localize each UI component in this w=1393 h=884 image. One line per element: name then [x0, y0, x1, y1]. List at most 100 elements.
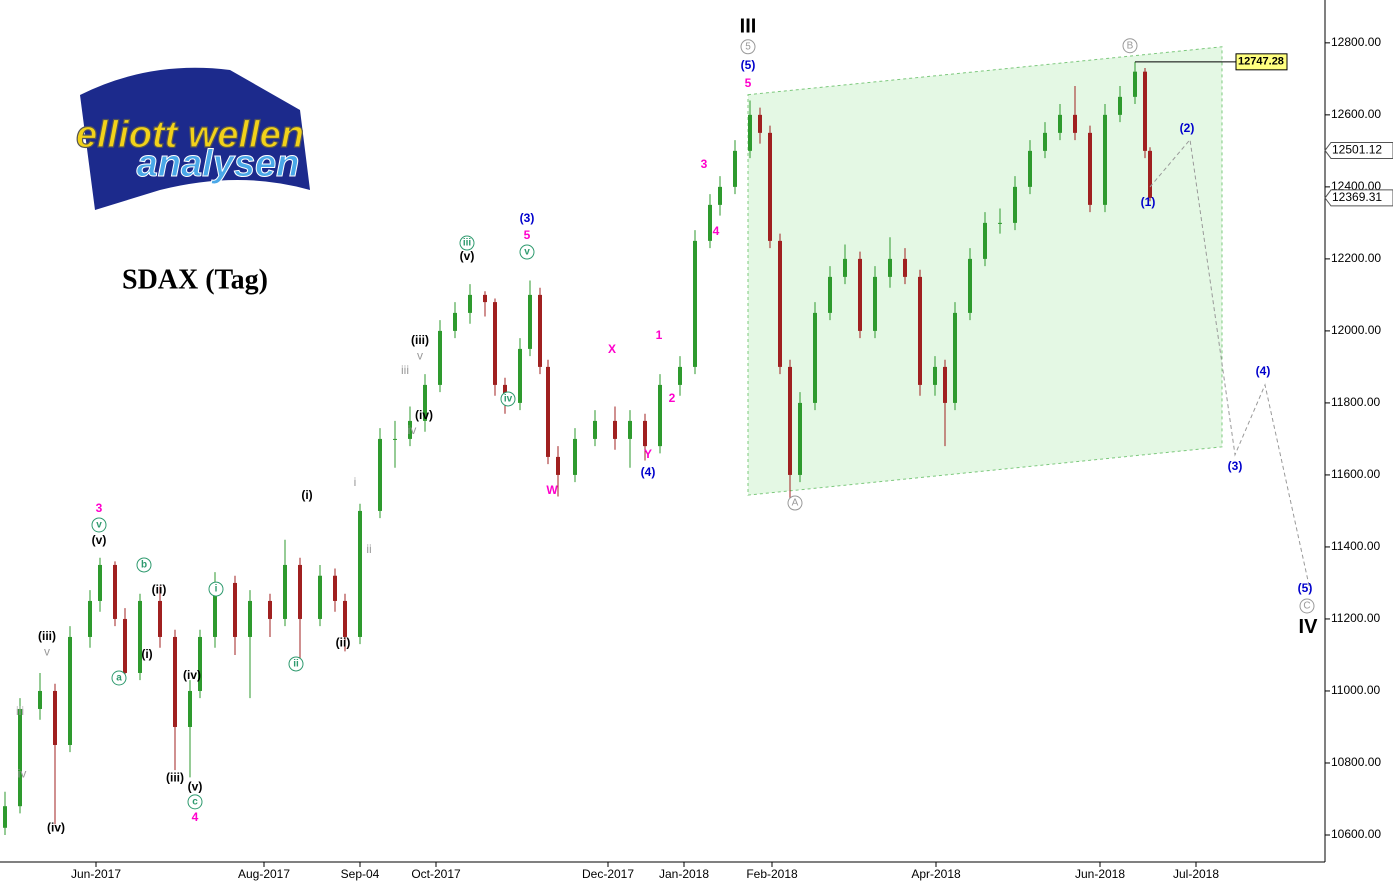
candle-body [843, 258, 847, 277]
wave-label: (i) [301, 488, 312, 502]
wave-label: (v) [188, 779, 203, 793]
candle-body [123, 618, 127, 673]
candle-body [573, 438, 577, 475]
candle-body [493, 302, 497, 385]
candle-body [943, 366, 947, 403]
y-tick-label: 12800.00 [1331, 35, 1381, 49]
wave-label: ii [366, 542, 371, 556]
wave-label: v [524, 247, 530, 258]
candle-body [528, 294, 532, 349]
candle-body [68, 636, 72, 745]
candle-body [1103, 114, 1107, 205]
x-tick-label: Feb-2018 [746, 867, 798, 881]
candle-body [1028, 150, 1032, 187]
candle-body [483, 294, 487, 303]
candle-body [518, 348, 522, 403]
wave-label: (i) [141, 647, 152, 661]
price-box [1324, 189, 1393, 207]
wave-label: (ii) [336, 635, 351, 649]
candle-body [1088, 132, 1092, 205]
wave-label: A [792, 498, 799, 509]
candle-body [1058, 114, 1062, 133]
wave-label: (4) [1256, 364, 1271, 378]
candle-body [1073, 114, 1077, 133]
candle-body [408, 420, 412, 439]
wave-label: 3 [96, 501, 103, 515]
candle-body [998, 222, 1002, 224]
candle-body [693, 240, 697, 367]
candle-body [173, 636, 177, 727]
candle-body [3, 806, 7, 828]
candle-body [358, 510, 362, 637]
wave-circle [288, 656, 304, 672]
candle-body [798, 402, 802, 475]
candle-body [343, 600, 347, 637]
candle-body [318, 575, 322, 619]
wave-label: v [44, 644, 50, 658]
y-tick-label: 12600.00 [1331, 107, 1381, 121]
candle-body [1143, 71, 1147, 151]
candle-body [393, 438, 397, 440]
wave-label: (v) [460, 249, 475, 263]
candle-body [813, 312, 817, 403]
wave-label: (iv) [183, 668, 201, 682]
wave-label: b [141, 560, 147, 571]
wave-label: 5 [745, 41, 751, 52]
candle-body [38, 690, 42, 709]
candle-body [283, 564, 287, 619]
x-tick-label: Oct-2017 [411, 867, 461, 881]
wave-label: (3) [520, 211, 535, 225]
wave-label: (iii) [166, 770, 184, 784]
candle-body [423, 384, 427, 421]
wave-circle [519, 244, 535, 260]
candle-body [613, 420, 617, 439]
wave-circle [1299, 598, 1315, 614]
candle-body [788, 366, 792, 475]
wave-label: 5 [524, 228, 531, 242]
candle-body [708, 204, 712, 241]
y-tick-label: 11400.00 [1331, 539, 1380, 553]
candle-body [158, 600, 162, 637]
price-label: 12369.31 [1332, 190, 1382, 204]
candle-body [248, 600, 252, 637]
x-tick-label: Dec-2017 [582, 867, 634, 881]
wave-circle [459, 235, 475, 251]
wave-label: iii [401, 363, 409, 377]
wave-label: (4) [641, 465, 656, 479]
y-tick-label: 11200.00 [1331, 611, 1380, 625]
candle-body [748, 114, 752, 151]
channel-area [747, 46, 1223, 496]
candle-body [198, 636, 202, 691]
candle-body [718, 186, 722, 205]
x-tick-label: Jun-2017 [71, 867, 121, 881]
candle-body [188, 690, 192, 727]
candle-body [888, 258, 892, 277]
candle-body [983, 222, 987, 259]
wave-label: (iii) [411, 333, 429, 347]
candle-body [233, 582, 237, 637]
wave-label: iii [463, 238, 472, 249]
candle-body [858, 258, 862, 331]
price-label: 12501.12 [1332, 143, 1382, 157]
candle-body [556, 456, 560, 475]
candle-body [953, 312, 957, 403]
candle-body [873, 276, 877, 331]
logo-flag [80, 67, 310, 211]
wave-label: 1 [656, 328, 663, 342]
candle-body [1118, 96, 1122, 115]
price-box [1235, 53, 1288, 71]
forecast-path [1149, 138, 1311, 590]
wave-label: X [608, 342, 616, 356]
candle-body [538, 294, 542, 367]
candle-body [268, 600, 272, 619]
wave-label: ii [293, 659, 299, 670]
candle-body [53, 690, 57, 745]
candle-body [768, 132, 772, 241]
wave-circle [91, 517, 107, 533]
y-tick-label: 10600.00 [1331, 827, 1381, 841]
wave-circle [187, 794, 203, 810]
candle-body [1133, 71, 1137, 97]
wave-label: (ii) [152, 582, 167, 596]
candle-body [213, 582, 217, 637]
